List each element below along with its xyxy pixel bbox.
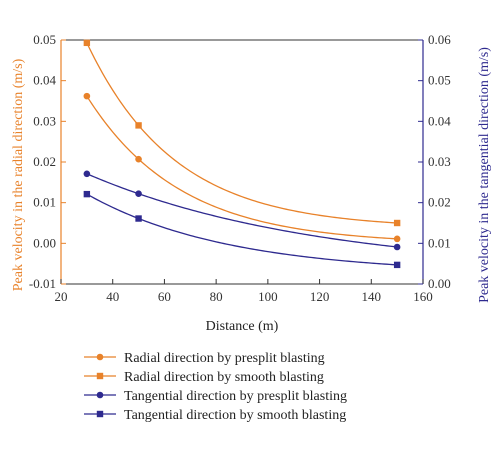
y-right-tick-label: 0.05	[428, 73, 451, 88]
series-line	[86, 95, 398, 240]
legend-item: Tangential direction by presplit blastin…	[84, 389, 347, 404]
data-point	[393, 235, 401, 243]
y-left-tick-label: 0.01	[33, 195, 56, 210]
legend-marker	[96, 353, 104, 361]
x-tick-label: 80	[210, 289, 223, 304]
legend-marker	[96, 391, 104, 399]
x-tick-label: 160	[413, 289, 433, 304]
y-left-tick-label: 0.04	[33, 73, 56, 88]
series-1	[83, 92, 401, 243]
x-tick-label: 60	[158, 289, 171, 304]
series-line	[86, 193, 398, 266]
y-right-tick-label: 0.01	[428, 235, 451, 250]
x-tick-label: 120	[310, 289, 330, 304]
legend-label: Tangential direction by smooth blasting	[124, 408, 346, 423]
data-point	[393, 261, 401, 269]
y-right-tick-label: 0.03	[428, 154, 451, 169]
chart-series	[83, 39, 401, 269]
legend-item: Radial direction by smooth blasting	[84, 370, 324, 385]
data-point	[135, 215, 142, 222]
legend-marker	[96, 372, 104, 380]
y-left-tick-label: -0.01	[29, 276, 56, 291]
data-point	[393, 219, 401, 227]
series-3	[83, 170, 401, 251]
y-right-tick-label: 0.06	[428, 32, 451, 47]
y-left-tick-label: 0.00	[33, 235, 56, 250]
x-tick-label: 40	[106, 289, 119, 304]
data-point	[83, 92, 91, 100]
chart-legend: Radial direction by presplit blasting Rad…	[84, 351, 347, 423]
y-left-tick-label: 0.02	[33, 154, 56, 169]
data-point	[83, 190, 91, 198]
x-tick-label: 20	[55, 289, 68, 304]
y-right-tick-label: 0.00	[428, 276, 451, 291]
legend-item: Tangential direction by smooth blasting	[84, 408, 346, 423]
chart-axes: 20 40 60 80 100 120 140 160 -0.01 0.00 0.01 0.02 0.0…	[29, 32, 451, 304]
data-point	[83, 39, 91, 47]
data-point	[393, 243, 401, 251]
legend-marker	[96, 410, 104, 418]
data-point	[135, 122, 142, 129]
y-right-tick-label: 0.04	[428, 113, 451, 128]
x-tick-label: 140	[362, 289, 382, 304]
y-right-tick-label: 0.02	[428, 195, 451, 210]
data-point	[135, 190, 142, 198]
y-axis-left-title: Peak velocity in the radial direction (m…	[11, 58, 26, 291]
x-tick-label: 100	[258, 289, 278, 304]
legend-label: Radial direction by smooth blasting	[124, 370, 324, 385]
data-point	[83, 170, 91, 178]
data-point	[135, 155, 142, 163]
series-4	[83, 190, 401, 269]
y-axis-right-title: Peak velocity in the tangential directio…	[477, 47, 492, 303]
legend-label: Radial direction by presplit blasting	[124, 351, 325, 366]
legend-label: Tangential direction by presplit blastin…	[124, 389, 347, 404]
y-left-tick-label: 0.05	[33, 32, 56, 47]
y-left-tick-label: 0.03	[33, 113, 56, 128]
series-2	[83, 39, 401, 227]
x-axis-title: Distance (m)	[206, 319, 279, 334]
series-line	[86, 42, 398, 224]
legend-item: Radial direction by presplit blasting	[84, 351, 325, 366]
